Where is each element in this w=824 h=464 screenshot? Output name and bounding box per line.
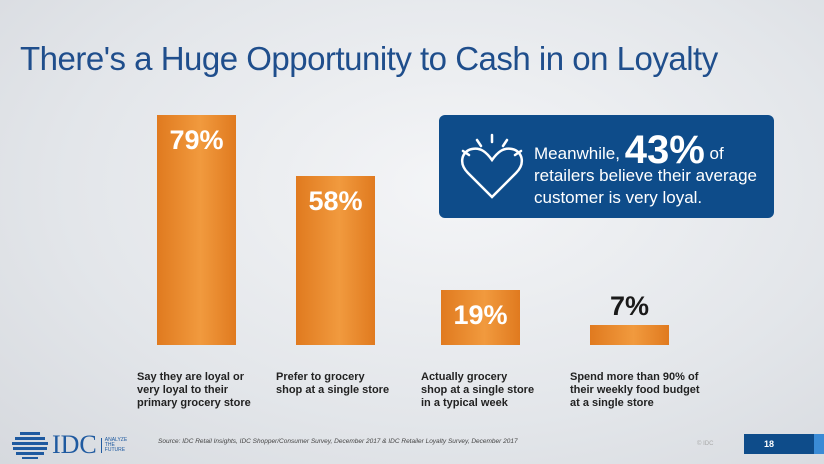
category-label: Spend more than 90% of their weekly food… <box>570 371 700 409</box>
category-label: Prefer to grocery shop at a single store <box>276 371 390 396</box>
copyright: © IDC <box>697 441 714 447</box>
source-note: Source: IDC Retail Insights, IDC Shopper… <box>158 438 518 445</box>
logo-tagline: ANALYZE THE FUTURE <box>100 436 128 453</box>
logo-text: IDC <box>52 430 97 459</box>
loyalty-callout: Meanwhile, 43% of retailers believe thei… <box>439 115 774 218</box>
page-number: 18 <box>744 434 814 454</box>
tagline-line: FUTURE <box>104 446 126 453</box>
globe-icon <box>12 432 48 459</box>
callout-value: 43% <box>624 128 705 172</box>
idc-logo: IDC ANALYZE THE FUTURE <box>12 430 127 460</box>
callout-prefix: Meanwhile, <box>534 144 620 163</box>
value-label: 58% <box>308 186 363 217</box>
heart-icon <box>460 133 524 199</box>
category-label: Actually grocery shop at a single store … <box>421 371 535 409</box>
bar <box>441 289 520 345</box>
tagline-line: ANALYZE <box>104 436 128 443</box>
callout-suffix: of retailers believe their average custo… <box>534 144 758 207</box>
category-label: Say they are loyal or very loyal to thei… <box>137 371 251 409</box>
page-number-accent <box>814 434 824 454</box>
bar <box>157 115 236 345</box>
value-label: 7% <box>609 290 650 321</box>
value-label: 79% <box>169 125 224 155</box>
bar <box>296 176 375 345</box>
bar <box>590 324 669 345</box>
value-label: 19% <box>453 299 508 330</box>
slide-title: There's a Huge Opportunity to Cash in on… <box>20 40 718 77</box>
callout-text: Meanwhile, 43% of retailers believe thei… <box>534 130 769 209</box>
tagline-line: THE <box>104 441 115 448</box>
